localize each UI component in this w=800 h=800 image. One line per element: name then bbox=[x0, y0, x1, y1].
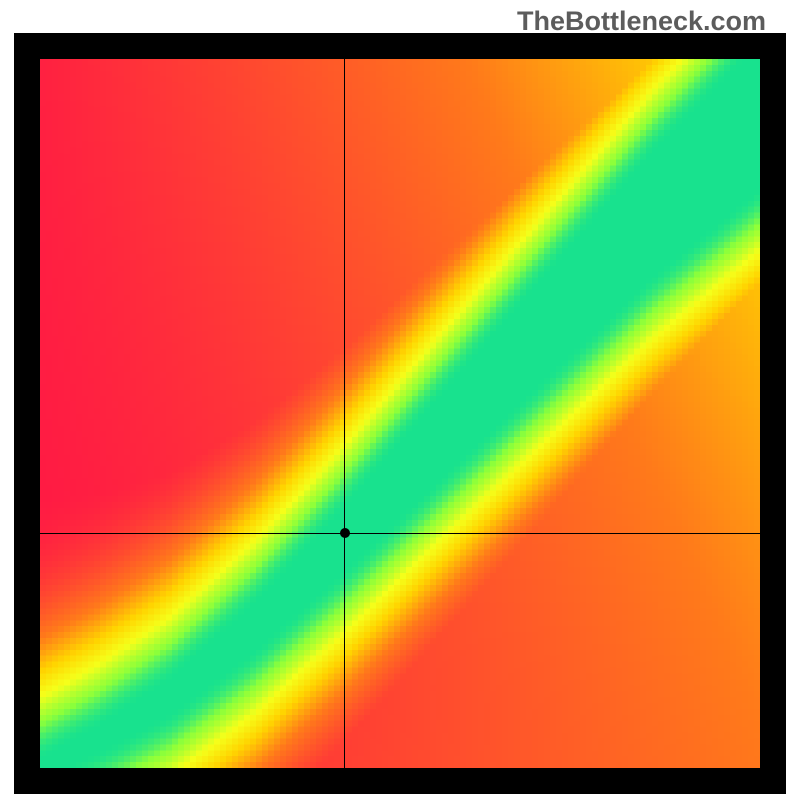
crosshair-vertical bbox=[344, 59, 345, 768]
watermark-text: TheBottleneck.com bbox=[517, 6, 766, 37]
crosshair-horizontal bbox=[40, 533, 760, 534]
bottleneck-heatmap bbox=[40, 59, 760, 768]
crosshair-marker bbox=[340, 528, 350, 538]
